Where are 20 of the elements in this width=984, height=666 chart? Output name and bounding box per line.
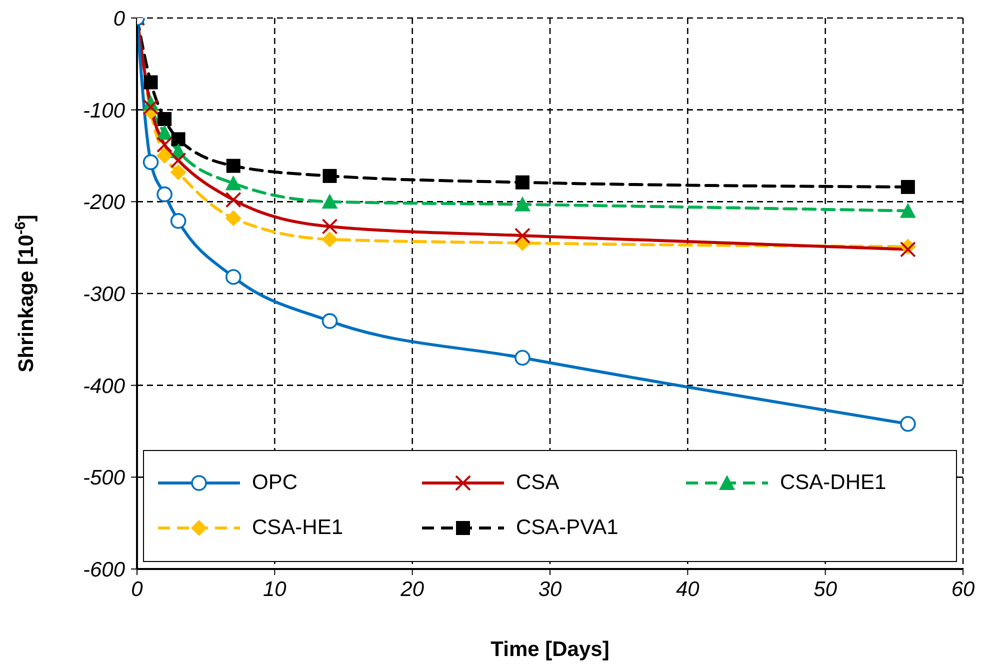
x-tick-label: 20 [400,578,424,601]
y-tick-label: -400 [82,374,126,398]
x-tick-label: 40 [676,578,700,601]
y-tick-label: -500 [82,466,126,490]
legend-label: CSA-HE1 [252,516,344,540]
legend-label: OPC [252,471,298,495]
y-tick-label: -100 [82,99,126,122]
x-tick-label: 0 [131,578,144,601]
y-tick-label: 0 [113,7,126,30]
x-tick-label: 50 [814,578,838,601]
legend-label: CSA-DHE1 [780,471,886,495]
x-axis-title: Time [Days] [490,638,610,661]
legend-label: CSA [516,471,560,495]
legend-label: CSA-PVA1 [516,516,618,540]
x-tick-label: 60 [951,578,975,601]
y-tick-label: -300 [82,282,126,306]
x-tick-label: 30 [538,578,562,601]
y-tick-label: -200 [82,191,126,214]
x-tick-label: 10 [262,578,287,601]
y-tick-label: -600 [82,558,126,582]
